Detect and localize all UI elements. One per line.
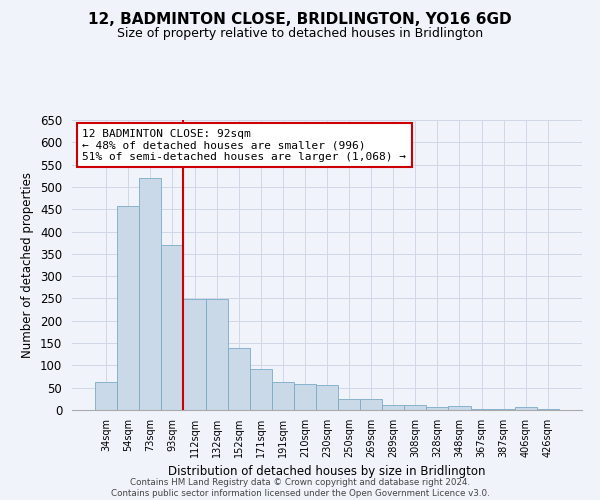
Text: 12 BADMINTON CLOSE: 92sqm
← 48% of detached houses are smaller (996)
51% of semi: 12 BADMINTON CLOSE: 92sqm ← 48% of detac… <box>82 128 406 162</box>
Bar <box>250 368 272 410</box>
Bar <box>448 406 470 410</box>
Bar <box>95 382 117 410</box>
Text: Contains HM Land Registry data © Crown copyright and database right 2024.
Contai: Contains HM Land Registry data © Crown c… <box>110 478 490 498</box>
Bar <box>427 408 448 410</box>
Bar <box>272 382 294 410</box>
Bar <box>294 384 316 410</box>
Y-axis label: Number of detached properties: Number of detached properties <box>22 172 34 358</box>
Text: Size of property relative to detached houses in Bridlington: Size of property relative to detached ho… <box>117 28 483 40</box>
Text: 12, BADMINTON CLOSE, BRIDLINGTON, YO16 6GD: 12, BADMINTON CLOSE, BRIDLINGTON, YO16 6… <box>88 12 512 28</box>
Bar <box>493 408 515 410</box>
Bar <box>227 348 250 410</box>
Bar <box>338 399 360 410</box>
Bar <box>537 408 559 410</box>
Bar <box>316 386 338 410</box>
Bar <box>117 206 139 410</box>
Bar <box>161 245 184 410</box>
Bar <box>404 404 427 410</box>
Bar <box>184 300 206 410</box>
X-axis label: Distribution of detached houses by size in Bridlington: Distribution of detached houses by size … <box>168 466 486 478</box>
Bar <box>139 178 161 410</box>
Bar <box>206 300 227 410</box>
Bar <box>360 399 382 410</box>
Bar <box>515 408 537 410</box>
Bar <box>470 408 493 410</box>
Bar <box>382 405 404 410</box>
